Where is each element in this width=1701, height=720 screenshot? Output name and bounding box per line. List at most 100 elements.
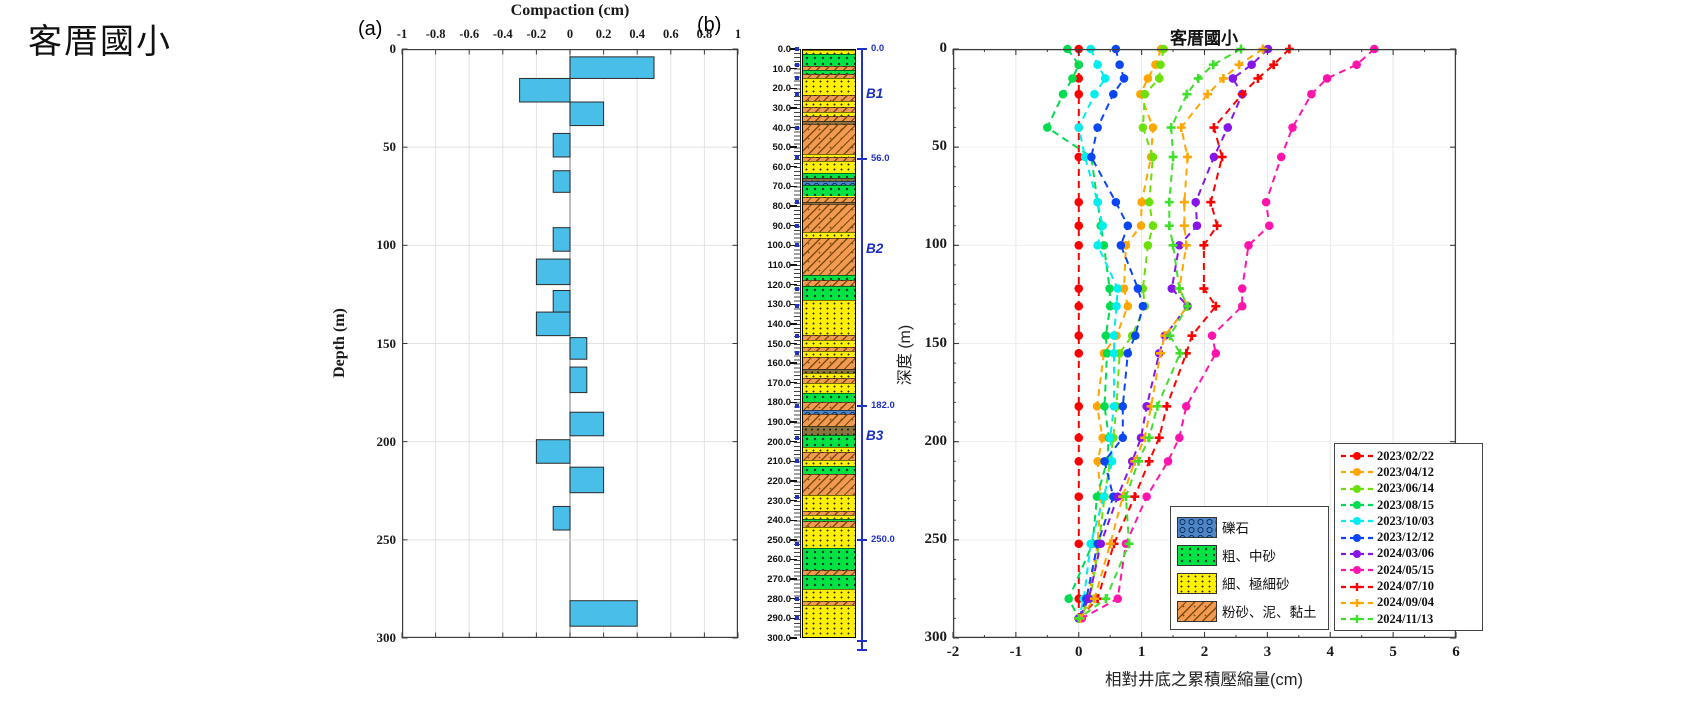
compaction-bar-chart — [401, 48, 739, 639]
data-point — [1223, 123, 1233, 132]
data-point — [1237, 284, 1247, 293]
anchor-marker — [795, 154, 799, 159]
r-xtick-label: -2 — [946, 644, 960, 660]
r-xtick-label: -1 — [1009, 644, 1023, 660]
data-point — [1123, 349, 1133, 358]
panel-b-label: (b) — [697, 14, 722, 36]
a-xtick-label: -1 — [396, 27, 408, 41]
data-point — [1136, 221, 1146, 230]
series-2024-05-15 — [1077, 44, 1379, 623]
lithology-layer-silt — [803, 94, 855, 101]
lithology-layer-fine — [803, 78, 855, 95]
data-point — [1211, 349, 1221, 358]
series-legend-item: 2024/03/06 — [1340, 546, 1478, 562]
depth-tick-label: 260.0 — [767, 554, 791, 566]
lithology-layer-coarse — [803, 548, 855, 570]
depth-tick-label: 230.0 — [767, 495, 791, 507]
series-legend-sample — [1341, 533, 1373, 542]
cumulative-compression-chart — [952, 44, 1457, 639]
lithology-layer-silt — [803, 520, 855, 527]
data-point — [1167, 284, 1177, 293]
anchor-marker — [795, 596, 799, 601]
lithology-legend: 礫石 粗、中砂 細、極細砂 粉砂、泥、黏土 — [1170, 506, 1329, 630]
anchor-marker — [795, 459, 799, 464]
lithology-legend-label: 礫石 — [1222, 521, 1249, 536]
data-point — [1113, 492, 1123, 501]
compaction-bar — [569, 101, 605, 127]
r-ytick-label: 100 — [924, 236, 948, 253]
ruler-major-tick — [790, 87, 797, 89]
series-legend-label: 2023/04/12 — [1377, 464, 1434, 479]
ruler-major-tick — [790, 440, 797, 443]
data-point — [1111, 197, 1121, 207]
lithology-layer-gravel — [803, 180, 855, 185]
a-xtick-label: 1 — [734, 27, 742, 41]
series-legend-sample — [1341, 501, 1373, 510]
depth-tick-label: 140.0 — [767, 318, 791, 330]
data-point — [1140, 89, 1150, 99]
data-point — [1288, 123, 1297, 132]
data-point — [1118, 402, 1128, 411]
lithology-layer-silt — [803, 204, 855, 232]
series-legend-item: 2023/12/12 — [1340, 529, 1478, 545]
lithology-layer-silt — [803, 124, 855, 154]
line-end-cap — [857, 640, 867, 642]
data-point — [1138, 301, 1148, 311]
data-point — [1096, 539, 1106, 549]
boundary-marker-tick — [857, 405, 867, 408]
data-point — [1105, 284, 1114, 293]
ruler-major-tick — [790, 382, 797, 384]
lithology-layer-dark — [803, 177, 855, 181]
a-xtick-label: -0.8 — [425, 27, 446, 41]
depth-tick-label: 150.0 — [767, 338, 791, 350]
lithology-layer-silt — [803, 356, 855, 370]
a-xtick-label: 0.8 — [696, 27, 713, 41]
series-legend-label: 2023/02/22 — [1377, 448, 1434, 463]
depth-tick-label: 290.0 — [767, 613, 791, 625]
series-legend-label: 2024/07/10 — [1377, 579, 1434, 594]
series-2024-09-04 — [1075, 44, 1268, 623]
ruler-major-tick — [790, 401, 797, 404]
series-legend-label: 2023/08/15 — [1377, 497, 1434, 512]
compaction-bar — [552, 505, 571, 531]
data-point — [1113, 594, 1123, 604]
depth-tick-label: 10.0 — [772, 63, 792, 75]
depth-tick-label: 300.0 — [767, 633, 791, 644]
lithology-layer-fine — [803, 514, 855, 519]
ruler-major-tick — [790, 67, 797, 70]
depth-tick-label: 190.0 — [767, 417, 791, 429]
lithology-layer-silt — [803, 116, 855, 122]
anchor-marker — [795, 435, 799, 440]
ruler-major-tick — [790, 146, 797, 148]
data-point — [1064, 594, 1073, 604]
data-point — [1074, 492, 1084, 501]
data-point — [1074, 457, 1084, 466]
data-point — [1175, 433, 1184, 443]
anchor-marker — [795, 76, 799, 81]
series-legend-sample — [1341, 468, 1373, 477]
data-point — [1043, 123, 1052, 132]
boundary-marker-tick — [857, 538, 867, 541]
lithology-swatch-gravel — [1177, 516, 1217, 538]
data-point — [1074, 284, 1084, 293]
compaction-bar — [535, 258, 571, 286]
data-point — [1099, 492, 1109, 501]
lithology-layer-fine — [803, 300, 855, 336]
compaction-bar — [519, 77, 571, 103]
lithology-layer-fine — [803, 350, 855, 357]
series-legend-label: 2024/09/04 — [1377, 595, 1434, 610]
data-point — [1074, 60, 1084, 70]
data-point — [1102, 349, 1112, 358]
page-title: 客厝國小 — [28, 24, 172, 61]
boundary-marker-tick — [857, 48, 867, 50]
anchor-marker — [795, 351, 799, 356]
lithology-layer-silt — [803, 157, 855, 162]
lithology-swatch-fine — [1177, 572, 1217, 594]
a-xtick-label: -0.6 — [459, 27, 480, 41]
ruler-major-tick — [790, 342, 797, 345]
ruler-major-tick — [790, 264, 797, 266]
data-point — [1192, 221, 1202, 230]
anchor-marker — [795, 286, 799, 291]
r-xtick-label: 6 — [1452, 644, 1460, 660]
data-point — [1148, 221, 1158, 230]
